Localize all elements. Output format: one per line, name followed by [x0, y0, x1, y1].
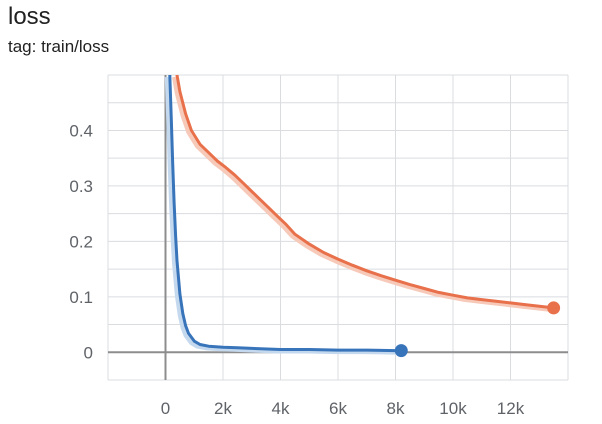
y-tick-label: 0 — [84, 343, 93, 362]
x-tick-label: 8k — [387, 399, 405, 418]
x-tick-label: 10k — [439, 399, 467, 418]
y-tick-label: 0.4 — [69, 121, 93, 140]
series-1-end-marker — [394, 344, 408, 358]
x-tick-label: 4k — [272, 399, 290, 418]
raw-series — [164, 76, 551, 355]
y-tick-label: 0.2 — [69, 232, 93, 251]
series-0-end-marker — [547, 301, 561, 315]
smoothed-series — [168, 75, 561, 358]
x-tick-label: 0 — [161, 399, 170, 418]
x-tick-label: 6k — [329, 399, 347, 418]
x-tick-label: 2k — [214, 399, 232, 418]
x-tick-label: 12k — [497, 399, 525, 418]
series-0-line — [175, 75, 556, 310]
grid-lines — [107, 74, 569, 381]
series-1-raw-line — [164, 76, 399, 355]
chart-title: loss — [8, 3, 51, 30]
series-0-raw-line — [172, 76, 551, 312]
chart-tag: tag: train/loss — [8, 37, 110, 56]
y-tick-label: 0.1 — [69, 288, 93, 307]
y-tick-label: 0.3 — [69, 177, 93, 196]
tick-labels: 0 2k 4k 6k 8k 10k 12k 0 0.1 0.2 0.3 0.4 — [69, 121, 524, 418]
series-1-line — [168, 75, 403, 353]
